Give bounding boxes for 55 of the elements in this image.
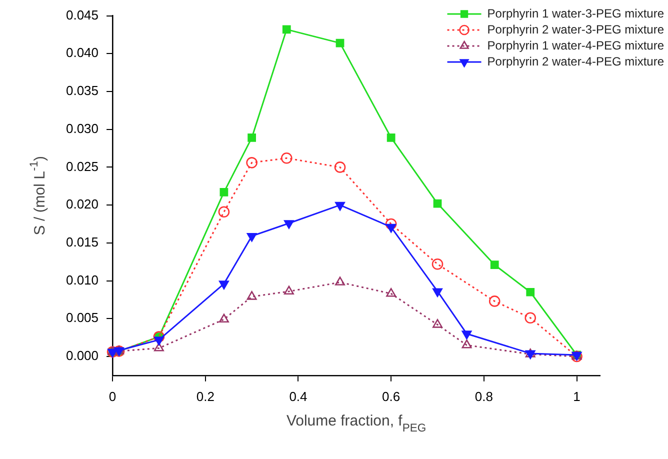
- point: [334, 162, 346, 173]
- y-tick-label: 0.010: [66, 272, 99, 288]
- point: [154, 342, 164, 352]
- point: [246, 232, 257, 242]
- point: [284, 286, 294, 295]
- point: [432, 258, 444, 270]
- point: [218, 314, 229, 323]
- x-tick-label: 1: [573, 388, 580, 404]
- point: [526, 288, 535, 296]
- point: [246, 157, 258, 168]
- point: [335, 276, 345, 286]
- y-axis-title: S / (mol L-1): [28, 156, 49, 236]
- y-tick-label: 0.030: [66, 120, 99, 136]
- y-tick-label: 0.015: [66, 234, 99, 250]
- point: [336, 38, 344, 48]
- x-tick-label: 0: [108, 388, 116, 404]
- y-tick-label: 0.045: [66, 7, 99, 22]
- x-tick-label: 0.8: [474, 388, 493, 404]
- y-tick-label: 0.020: [66, 196, 99, 212]
- legend-label: Porphyrin 1 water-3-PEG mixture: [487, 6, 664, 20]
- legend-label: Porphyrin 2 water-3-PEG mixture: [487, 22, 664, 36]
- x-tick-label: 0.2: [196, 388, 214, 404]
- x-tick-label: 0.4: [289, 388, 308, 404]
- point: [432, 319, 442, 328]
- point: [335, 202, 345, 211]
- point: [385, 218, 397, 230]
- point: [525, 348, 536, 358]
- point: [246, 291, 257, 300]
- point: [524, 312, 536, 324]
- point: [432, 288, 442, 298]
- x-tick-label: 0.6: [382, 388, 400, 404]
- point: [525, 350, 536, 360]
- y-tick-label: 0.035: [66, 83, 99, 98]
- legend-label: Porphyrin 1 water-4-PEG mixture: [487, 38, 664, 52]
- point: [218, 206, 230, 218]
- point: [220, 188, 228, 196]
- point: [280, 152, 292, 164]
- point: [218, 280, 229, 290]
- y-tick-label: 0.040: [66, 45, 99, 60]
- y-tick-label: 0.005: [66, 310, 99, 326]
- point: [433, 199, 442, 208]
- point: [248, 134, 256, 142]
- point: [282, 25, 291, 34]
- point: [490, 260, 499, 270]
- point: [386, 134, 396, 142]
- point: [154, 336, 164, 346]
- y-tick-label: 0.000: [66, 348, 99, 364]
- point: [462, 330, 472, 340]
- point: [462, 339, 472, 348]
- point: [488, 296, 500, 307]
- y-tick-label: 0.025: [66, 158, 99, 174]
- legend-label: Porphyrin 2 water-4-PEG mixture: [487, 54, 664, 68]
- point: [386, 224, 396, 233]
- point: [284, 220, 294, 229]
- point: [386, 288, 396, 297]
